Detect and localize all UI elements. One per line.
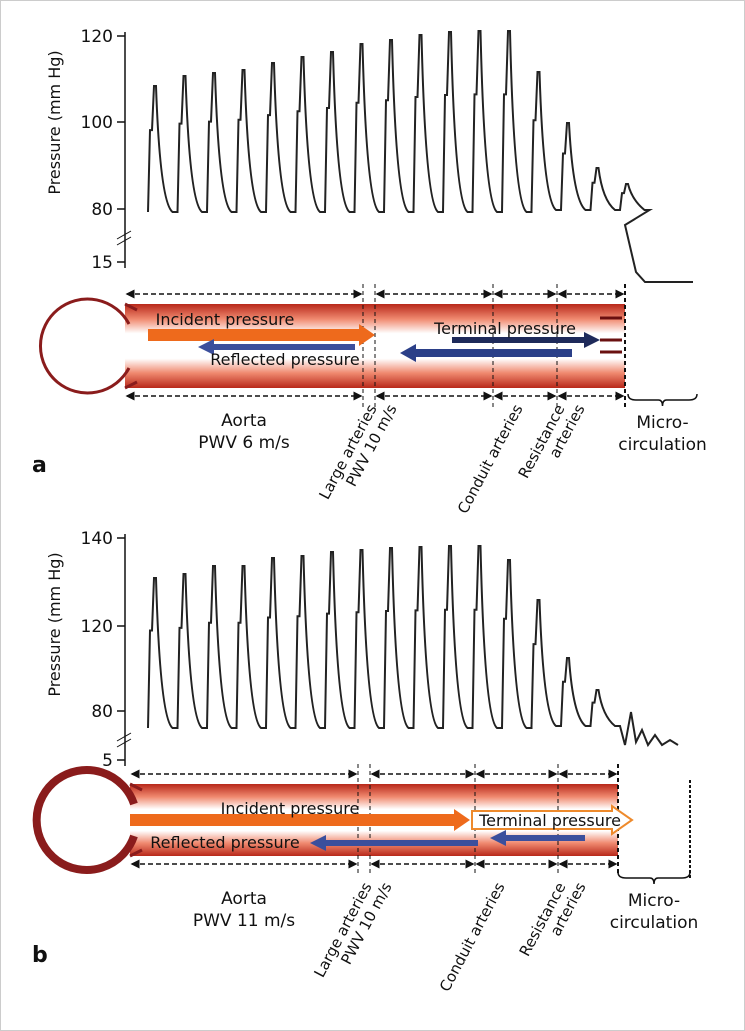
reflected-arrow — [198, 339, 355, 355]
micro-label: Micro- — [636, 413, 688, 433]
incident-label: Incident pressure — [156, 310, 295, 329]
heart — [32, 766, 138, 874]
incident-label: Incident pressure — [221, 799, 360, 818]
panel-label: b — [32, 943, 48, 968]
aorta-pwv: PWV 11 m/s — [193, 911, 295, 931]
y-axis-label: Pressure (mm Hg) — [45, 50, 64, 194]
micro-label: Micro- — [628, 891, 680, 911]
reflected-arrow-2 — [490, 830, 585, 846]
y-tick-label: 80 — [91, 200, 113, 220]
y-tick-label: 100 — [81, 113, 113, 133]
micro-brace — [617, 871, 691, 885]
reflected-arrow-2 — [400, 344, 572, 362]
y-tick-label: 120 — [81, 617, 113, 637]
y-tick-label: 5 — [102, 751, 113, 771]
micro-label-2: circulation — [610, 913, 699, 933]
pressure-waveform — [147, 545, 679, 748]
aorta-label: Aorta — [221, 889, 267, 909]
y-tick-label: 80 — [91, 702, 113, 722]
terminal-label: Terminal pressure — [478, 811, 621, 830]
micro-brace — [627, 393, 698, 407]
aortic-lip — [129, 782, 143, 858]
incident-arrow — [148, 324, 375, 346]
reflected-label: Reflected pressure — [150, 833, 299, 852]
axis-break — [116, 230, 132, 246]
y-axis-label: Pressure (mm Hg) — [45, 552, 64, 696]
terminal-label: Terminal pressure — [433, 319, 576, 338]
terminal-arrow — [452, 332, 600, 348]
aortic-lip — [124, 302, 138, 390]
aorta-pwv: PWV 6 m/s — [198, 433, 290, 453]
terminal-branches — [600, 316, 622, 354]
y-tick-label: 120 — [81, 27, 113, 47]
aorta-label: Aorta — [221, 411, 267, 431]
axis-break — [116, 732, 132, 748]
micro-label-2: circulation — [618, 435, 707, 455]
reflected-arrow — [310, 835, 478, 851]
terminal-arrow — [471, 804, 634, 836]
incident-arrow — [130, 809, 470, 831]
conduit-label: Conduit arteries — [436, 879, 509, 994]
reflected-label: Reflected pressure — [210, 350, 359, 369]
y-tick-label: 140 — [81, 529, 113, 549]
pressure-waveform — [147, 30, 693, 283]
panel-label: a — [32, 453, 47, 478]
y-tick-label: 15 — [91, 253, 113, 273]
conduit-label: Conduit arteries — [454, 401, 527, 516]
heart — [38, 297, 131, 395]
